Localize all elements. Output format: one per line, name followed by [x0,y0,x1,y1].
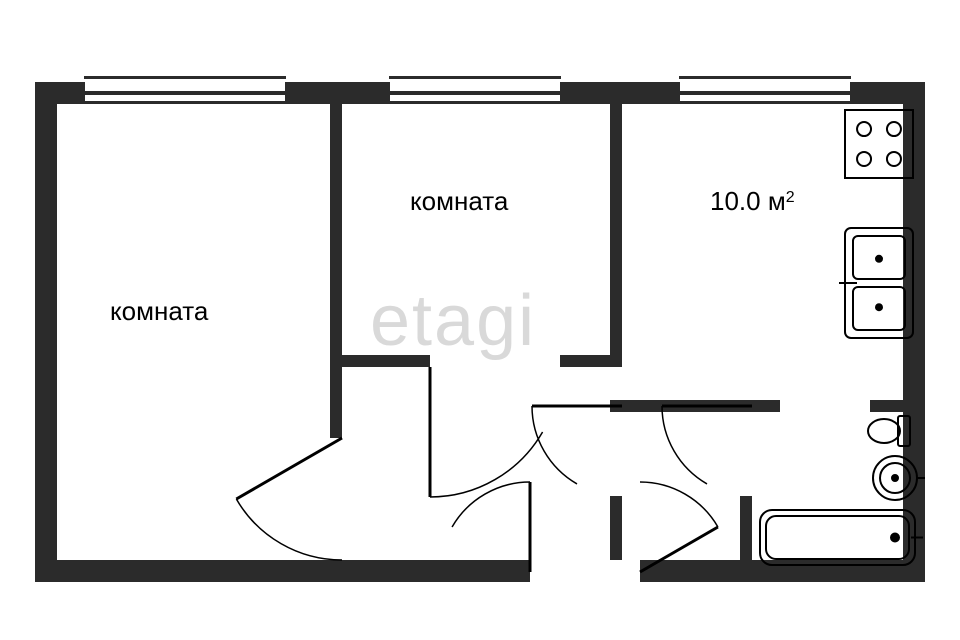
label-kitchen_area: 10.0 м2 [710,186,795,216]
label-room1: комната [110,296,209,326]
label-room2: комната [410,186,509,216]
watermark: etagi [370,281,536,361]
